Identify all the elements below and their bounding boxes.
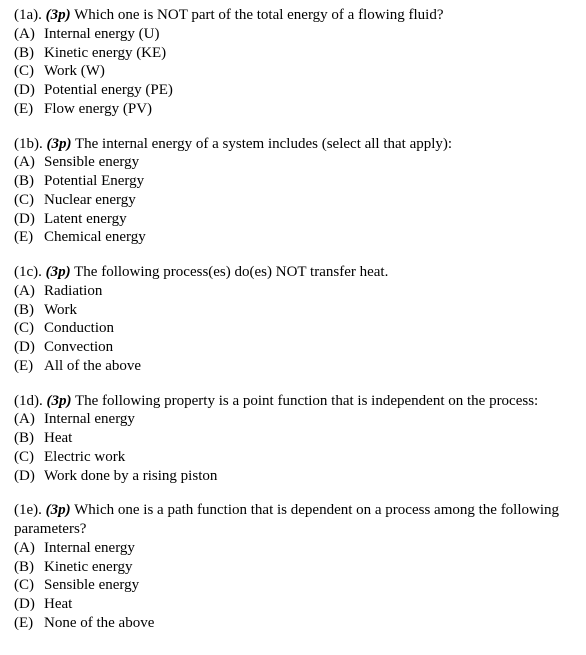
option-text: Work (W) [44, 62, 105, 81]
option-row: (C)Conduction [14, 319, 572, 338]
option-letter: (A) [14, 153, 44, 172]
option-letter: (E) [14, 614, 44, 633]
option-letter: (D) [14, 338, 44, 357]
question-prompt: (1b). (3p) The internal energy of a syst… [14, 135, 572, 154]
question-prompt: (1c). (3p) The following process(es) do(… [14, 263, 572, 282]
option-letter: (B) [14, 301, 44, 320]
question-text: The internal energy of a system includes… [75, 136, 452, 152]
option-text: Sensible energy [44, 576, 139, 595]
option-letter: (E) [14, 357, 44, 376]
question-block: (1e). (3p) Which one is a path function … [14, 501, 572, 632]
option-text: None of the above [44, 614, 154, 633]
option-text: Potential energy (PE) [44, 81, 173, 100]
option-text: Work done by a rising piston [44, 467, 217, 486]
option-row: (E)Chemical energy [14, 228, 572, 247]
option-text: Kinetic energy [44, 558, 132, 577]
question-points: (3p) [47, 136, 72, 152]
option-row: (D)Work done by a rising piston [14, 467, 572, 486]
option-letter: (A) [14, 539, 44, 558]
option-row: (C)Electric work [14, 448, 572, 467]
option-text: Flow energy (PV) [44, 100, 152, 119]
option-letter: (A) [14, 410, 44, 429]
option-letter: (C) [14, 576, 44, 595]
option-row: (D)Potential energy (PE) [14, 81, 572, 100]
question-block: (1b). (3p) The internal energy of a syst… [14, 135, 572, 248]
question-points: (3p) [46, 264, 71, 280]
option-text: Convection [44, 338, 113, 357]
question-block: (1d). (3p) The following property is a p… [14, 392, 572, 486]
option-row: (B)Heat [14, 429, 572, 448]
option-text: Sensible energy [44, 153, 139, 172]
option-letter: (B) [14, 429, 44, 448]
option-letter: (B) [14, 44, 44, 63]
option-letter: (D) [14, 467, 44, 486]
question-block: (1c). (3p) The following process(es) do(… [14, 263, 572, 376]
question-prompt: (1a). (3p) Which one is NOT part of the … [14, 6, 572, 25]
option-letter: (D) [14, 595, 44, 614]
option-letter: (B) [14, 172, 44, 191]
option-letter: (A) [14, 282, 44, 301]
option-letter: (C) [14, 448, 44, 467]
question-points: (3p) [46, 7, 71, 23]
option-letter: (B) [14, 558, 44, 577]
option-text: Nuclear energy [44, 191, 136, 210]
option-text: Internal energy [44, 410, 135, 429]
option-text: Internal energy [44, 539, 135, 558]
question-points: (3p) [47, 393, 72, 409]
option-row: (D)Latent energy [14, 210, 572, 229]
option-letter: (C) [14, 62, 44, 81]
question-number: (1c). [14, 264, 42, 280]
option-row: (D)Heat [14, 595, 572, 614]
option-text: Internal energy (U) [44, 25, 160, 44]
question-text: Which one is a path function that is dep… [14, 502, 559, 537]
question-number: (1e). [14, 502, 42, 518]
option-row: (E)All of the above [14, 357, 572, 376]
option-text: Electric work [44, 448, 125, 467]
option-letter: (D) [14, 81, 44, 100]
option-letter: (E) [14, 228, 44, 247]
option-row: (A)Radiation [14, 282, 572, 301]
option-text: All of the above [44, 357, 141, 376]
option-letter: (C) [14, 319, 44, 338]
option-row: (C)Sensible energy [14, 576, 572, 595]
option-row: (C)Work (W) [14, 62, 572, 81]
option-row: (A)Internal energy [14, 539, 572, 558]
question-prompt: (1d). (3p) The following property is a p… [14, 392, 572, 411]
option-text: Conduction [44, 319, 114, 338]
option-letter: (E) [14, 100, 44, 119]
question-number: (1a). [14, 7, 42, 23]
option-row: (A)Internal energy [14, 410, 572, 429]
question-block: (1a). (3p) Which one is NOT part of the … [14, 6, 572, 119]
option-text: Heat [44, 429, 72, 448]
option-text: Heat [44, 595, 72, 614]
question-text: Which one is NOT part of the total energ… [74, 7, 443, 23]
option-row: (B)Kinetic energy (KE) [14, 44, 572, 63]
option-text: Potential Energy [44, 172, 144, 191]
option-text: Kinetic energy (KE) [44, 44, 166, 63]
option-row: (B)Work [14, 301, 572, 320]
question-points: (3p) [46, 502, 71, 518]
option-row: (D)Convection [14, 338, 572, 357]
option-row: (B)Kinetic energy [14, 558, 572, 577]
option-row: (A)Internal energy (U) [14, 25, 572, 44]
document-body: (1a). (3p) Which one is NOT part of the … [14, 6, 572, 633]
option-letter: (D) [14, 210, 44, 229]
option-row: (A)Sensible energy [14, 153, 572, 172]
option-row: (E)Flow energy (PV) [14, 100, 572, 119]
option-text: Radiation [44, 282, 102, 301]
option-letter: (C) [14, 191, 44, 210]
question-number: (1d). [14, 393, 43, 409]
question-prompt: (1e). (3p) Which one is a path function … [14, 501, 572, 539]
option-text: Work [44, 301, 77, 320]
option-letter: (A) [14, 25, 44, 44]
question-text: The following process(es) do(es) NOT tra… [74, 264, 388, 280]
question-number: (1b). [14, 136, 43, 152]
option-text: Chemical energy [44, 228, 146, 247]
option-row: (B)Potential Energy [14, 172, 572, 191]
option-row: (C)Nuclear energy [14, 191, 572, 210]
option-row: (E)None of the above [14, 614, 572, 633]
option-text: Latent energy [44, 210, 127, 229]
question-text: The following property is a point functi… [75, 393, 538, 409]
